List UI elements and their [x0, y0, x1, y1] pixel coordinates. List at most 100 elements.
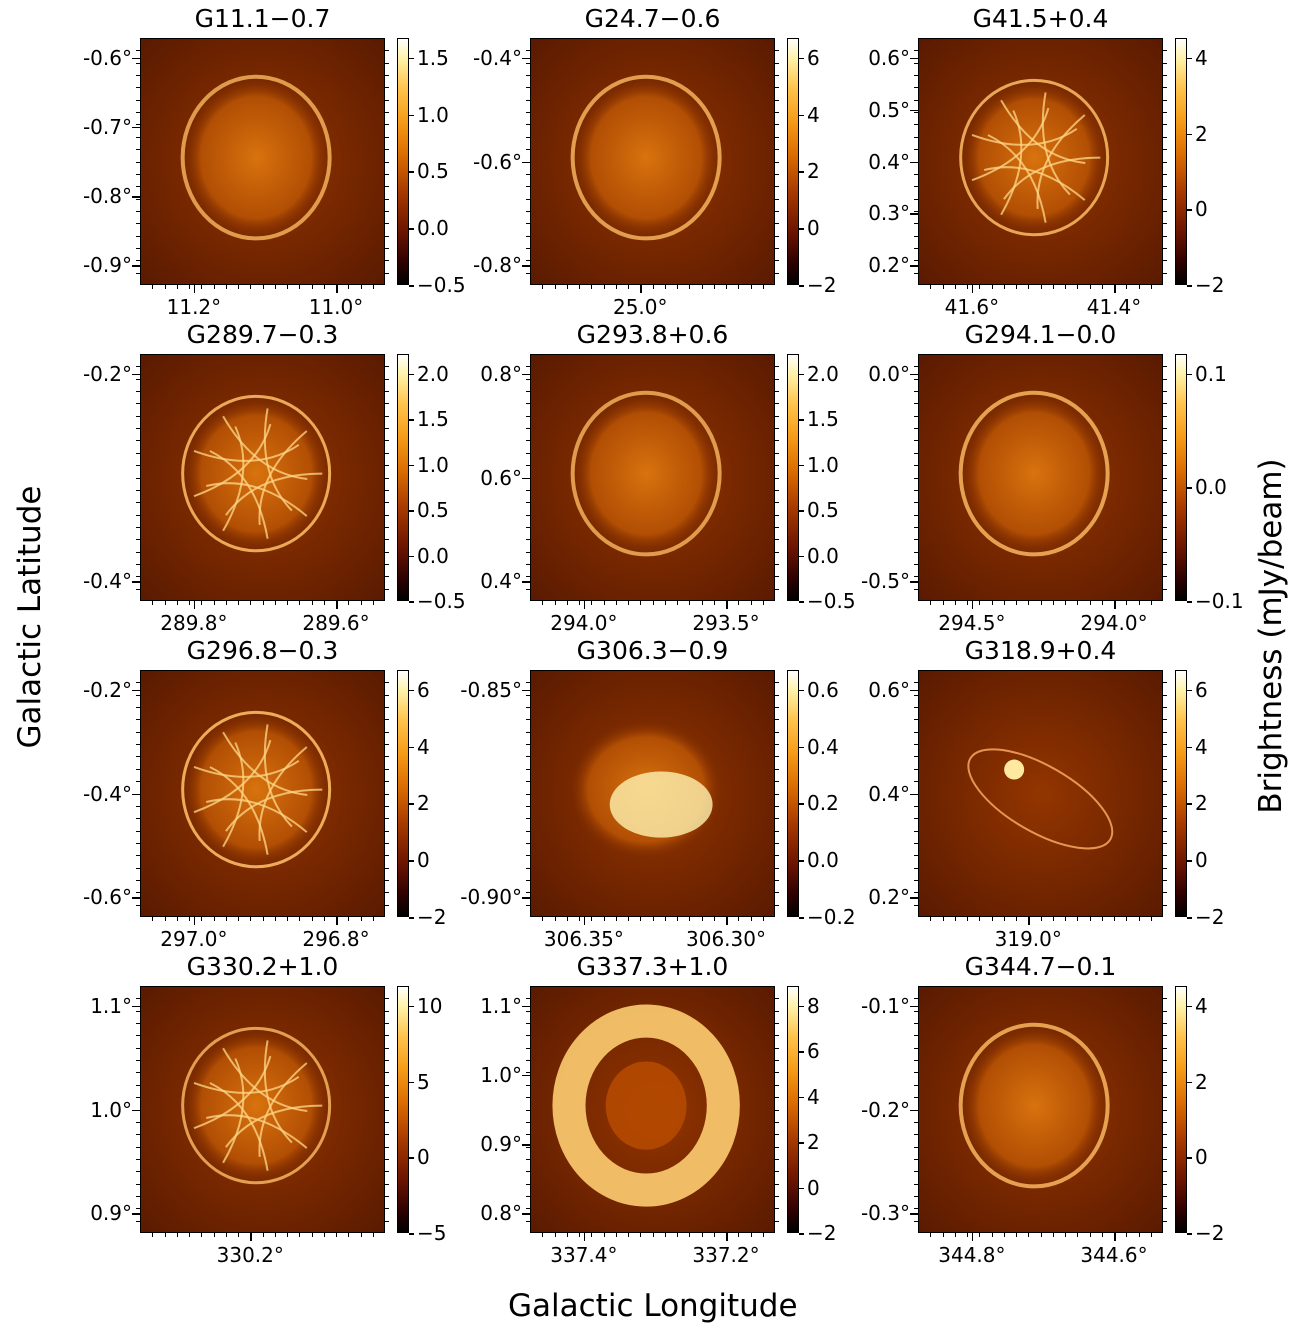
axis-tick [775, 210, 779, 212]
axis-tick [526, 1097, 530, 1099]
axis-tick [1163, 1084, 1167, 1086]
axis-tick [726, 601, 728, 609]
panel-title: G306.3−0.9 [576, 636, 729, 665]
axis-tick [775, 465, 779, 467]
axis-tick [132, 373, 140, 376]
axis-tick [726, 917, 728, 925]
axis-tick [238, 601, 239, 605]
x-tick-label: 41.4° [1086, 295, 1142, 319]
axis-tick [914, 998, 918, 1000]
axis-tick [914, 99, 918, 101]
axis-tick [775, 186, 779, 188]
axis-tick [910, 213, 918, 215]
axis-tick [799, 419, 804, 421]
axis-tick [385, 173, 389, 175]
axis-tick [914, 694, 918, 696]
axis-tick [526, 576, 530, 578]
axis-tick [385, 719, 389, 721]
axis-tick [910, 161, 918, 163]
axis-tick [164, 1233, 166, 1237]
axis-tick [628, 601, 629, 605]
axis-tick [1187, 1233, 1192, 1235]
axis-tick [1138, 1233, 1140, 1237]
axis-tick [1052, 601, 1054, 605]
y-tick-label: -0.3° [860, 1201, 910, 1226]
axis-tick [914, 366, 918, 368]
axis-tick [336, 917, 338, 925]
axis-tick [1163, 719, 1167, 721]
axis-tick [526, 998, 530, 1000]
axis-tick [579, 601, 580, 605]
axis-tick [677, 285, 678, 289]
axis-tick [176, 917, 178, 921]
axis-tick [738, 917, 740, 921]
axis-tick [799, 510, 804, 512]
snr-image [530, 670, 775, 917]
axis-tick [775, 260, 779, 262]
axis-tick [914, 514, 918, 516]
axis-tick [914, 879, 918, 881]
axis-tick [775, 744, 779, 746]
axis-tick [971, 1233, 974, 1241]
axis-tick [979, 917, 981, 921]
axis-tick [615, 601, 617, 605]
axis-tick [1028, 285, 1030, 289]
axis-tick [799, 746, 804, 749]
axis-tick [136, 1158, 140, 1160]
panel-title: G330.2+1.0 [186, 952, 339, 981]
axis-tick [1163, 173, 1167, 175]
axis-tick [385, 1060, 389, 1062]
axis-tick [775, 576, 779, 578]
axis-tick [1163, 1060, 1167, 1062]
axis-tick [979, 285, 981, 289]
axis-tick [775, 1109, 779, 1111]
axis-tick [640, 601, 642, 605]
axis-tick [1163, 112, 1167, 114]
axis-tick [914, 588, 918, 590]
axis-tick [136, 223, 140, 225]
axis-tick [910, 109, 918, 112]
colorbar-tick-label: 0.4 [807, 734, 839, 759]
colorbar-tick-label: 4 [417, 734, 430, 759]
axis-tick [522, 477, 530, 479]
axis-tick [526, 465, 530, 467]
axis-tick [323, 601, 325, 605]
axis-tick [1163, 514, 1167, 516]
axis-tick [1163, 879, 1167, 881]
panel-title: G294.1−0.0 [964, 320, 1117, 349]
axis-tick [775, 272, 779, 274]
axis-tick [775, 682, 779, 684]
axis-tick [954, 601, 956, 605]
x-tick-label: 337.2° [692, 1243, 760, 1267]
axis-tick [1163, 1109, 1167, 1111]
axis-tick [152, 285, 154, 289]
axis-tick [775, 539, 779, 541]
axis-tick [385, 428, 389, 430]
axis-tick [775, 1220, 779, 1222]
axis-tick [409, 464, 414, 467]
axis-tick [526, 403, 530, 405]
colorbar [1175, 354, 1187, 601]
axis-tick [409, 689, 414, 692]
axis-tick [409, 860, 414, 862]
axis-tick [1150, 1233, 1152, 1237]
axis-tick [775, 477, 779, 479]
axis-tick [775, 1097, 779, 1099]
axis-tick [799, 1187, 804, 1190]
axis-tick [689, 1233, 691, 1237]
axis-tick [385, 465, 389, 467]
axis-tick [522, 1074, 530, 1077]
axis-tick [213, 917, 215, 921]
colorbar-tick-label: 0 [417, 848, 430, 873]
axis-tick [1163, 526, 1167, 528]
axis-tick [775, 1134, 779, 1136]
axis-tick [1163, 1171, 1167, 1173]
axis-tick [526, 744, 530, 746]
axis-tick [1028, 601, 1030, 605]
axis-tick [136, 694, 140, 696]
axis-tick [775, 428, 779, 430]
y-tick-label: -0.7° [82, 114, 132, 139]
axis-tick [385, 842, 389, 844]
axis-tick [914, 1195, 918, 1197]
axis-tick [914, 1134, 918, 1136]
